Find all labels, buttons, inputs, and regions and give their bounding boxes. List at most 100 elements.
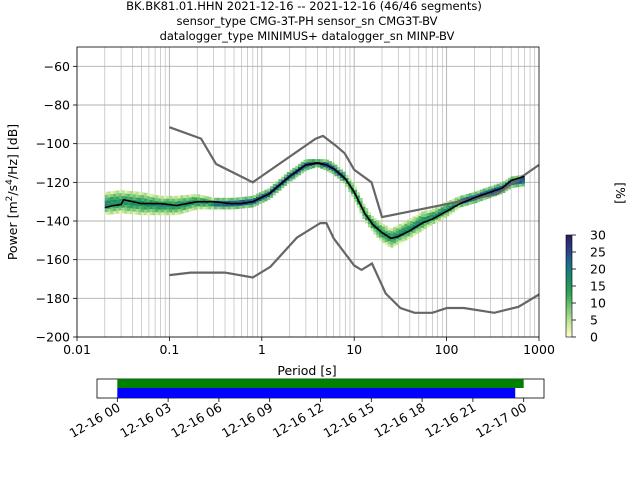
density-cell [292,167,296,171]
density-cell [144,192,148,196]
density-cell [306,167,310,171]
density-cell [426,224,430,228]
density-cell [345,174,349,178]
density-cell [443,211,447,215]
density-cell [398,232,402,235]
density-cell [286,174,290,178]
density-cell [493,187,497,191]
density-cell [152,194,156,198]
density-cell [225,203,229,207]
density-cell [205,204,209,207]
density-cell [521,177,525,181]
density-cell [493,184,497,188]
density-cell [152,212,156,216]
density-cell [191,205,195,208]
density-cell [144,195,148,199]
density-cell [191,197,195,200]
density-cell [482,191,486,195]
timeline-tick-label: 12-16 03 [117,400,173,441]
density-cell [404,226,408,230]
y-axis-label: Power [m2/s4/Hz] [dB] [5,124,20,260]
density-cell [222,197,226,201]
density-cell [141,200,145,204]
density-cell [233,200,237,204]
density-cell [208,203,212,207]
density-cell [127,196,131,200]
density-cell [160,195,164,199]
density-cell [289,178,293,182]
density-cell [485,187,489,191]
density-cell [499,185,503,189]
density-cell [376,225,380,229]
density-cell [418,213,422,216]
density-cell [404,229,408,233]
density-cell [351,193,355,197]
density-cell [146,198,150,202]
density-cell [107,200,111,204]
density-cell [474,191,478,195]
density-cell [236,200,240,204]
title-line-1: BK.BK81.01.HHN 2021-12-16 -- 2021-12-16 … [126,0,482,13]
density-cell [138,206,142,210]
density-cell [485,190,489,194]
density-cell [381,237,386,241]
density-cell [423,222,428,227]
density-cell [239,197,243,201]
density-cell [485,193,489,197]
density-cell [166,212,170,216]
density-cell [113,205,117,209]
density-cell [272,192,276,196]
density-cell [208,206,212,210]
density-cell [387,241,391,244]
density-cell [160,206,164,210]
timeline-tick-label: 12-16 21 [422,400,478,441]
density-cell [407,236,411,240]
density-cell [415,228,419,232]
density-cell [216,203,220,207]
density-cell [118,193,122,196]
density-cell [160,204,164,207]
density-cell [395,228,400,231]
density-cell [404,234,408,238]
density-cell [127,211,131,214]
density-cell [194,194,198,198]
density-cell [250,204,254,208]
density-cell [379,221,383,226]
density-cell [295,171,299,175]
density-cell [107,208,111,212]
density-cell [303,159,307,163]
density-cell [124,202,128,206]
density-cell [283,180,288,184]
density-cell [267,197,271,200]
density-cell [423,210,428,214]
density-cell [471,192,475,196]
density-cell [365,211,369,215]
y-tick-label: −200 [36,330,70,345]
density-cell [188,208,192,212]
density-cell [116,210,120,214]
density-cell [107,194,111,198]
y-tick-label: −60 [44,59,70,74]
density-cell [407,233,411,237]
density-cell [451,198,456,202]
density-cell [409,218,414,221]
density-cell [362,215,366,219]
density-cell [306,164,310,168]
colorbar-tick-label: 15 [590,279,606,294]
density-cell [157,201,162,205]
density-cell [241,205,246,209]
density-cell [163,198,167,202]
density-cell [155,195,159,198]
density-cell [166,198,170,202]
density-cell [191,202,195,206]
density-cell [384,242,388,245]
density-cell [435,210,439,214]
density-cell [339,175,344,179]
density-cell [474,194,478,198]
density-cell [194,197,198,201]
density-cell [141,209,145,213]
density-cell [381,226,386,230]
density-cell [216,206,220,210]
density-cell [146,212,150,216]
